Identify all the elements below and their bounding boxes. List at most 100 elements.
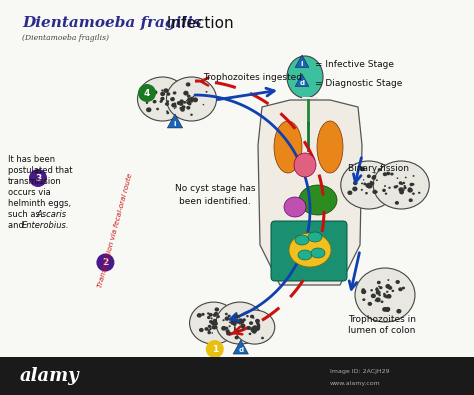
Ellipse shape [160, 99, 163, 102]
Text: Binary fission: Binary fission [348, 164, 409, 173]
Ellipse shape [397, 177, 398, 179]
Ellipse shape [213, 322, 218, 325]
Ellipse shape [190, 302, 237, 344]
Ellipse shape [355, 268, 415, 322]
Ellipse shape [378, 294, 381, 296]
Ellipse shape [377, 281, 381, 284]
Ellipse shape [242, 328, 244, 330]
Ellipse shape [385, 308, 390, 312]
Ellipse shape [401, 183, 403, 185]
Ellipse shape [362, 290, 365, 294]
Ellipse shape [225, 316, 229, 321]
Ellipse shape [242, 318, 246, 322]
Ellipse shape [183, 101, 186, 104]
Ellipse shape [317, 121, 343, 173]
Ellipse shape [383, 295, 387, 297]
Ellipse shape [187, 94, 191, 98]
Ellipse shape [222, 319, 225, 321]
Ellipse shape [353, 181, 357, 185]
Ellipse shape [208, 329, 210, 331]
Text: and: and [8, 221, 27, 230]
Ellipse shape [226, 329, 230, 333]
Ellipse shape [367, 184, 371, 187]
Text: It has been: It has been [8, 155, 55, 164]
Ellipse shape [175, 106, 177, 108]
Ellipse shape [402, 287, 405, 290]
Ellipse shape [229, 322, 230, 323]
Circle shape [96, 254, 114, 271]
Ellipse shape [238, 318, 243, 322]
Ellipse shape [399, 190, 404, 194]
Ellipse shape [246, 326, 251, 330]
Ellipse shape [374, 300, 376, 301]
Ellipse shape [238, 320, 243, 324]
Ellipse shape [250, 315, 254, 318]
Ellipse shape [226, 332, 230, 335]
Ellipse shape [197, 313, 202, 318]
Ellipse shape [148, 96, 152, 100]
Ellipse shape [159, 100, 163, 103]
Ellipse shape [382, 307, 387, 312]
Ellipse shape [209, 328, 212, 330]
Text: occurs via: occurs via [8, 188, 51, 197]
Ellipse shape [384, 185, 386, 187]
Ellipse shape [240, 324, 246, 328]
Ellipse shape [234, 327, 236, 329]
Polygon shape [233, 340, 248, 354]
Text: such as: such as [8, 210, 43, 219]
Ellipse shape [253, 325, 257, 329]
Ellipse shape [212, 321, 216, 324]
Ellipse shape [253, 317, 255, 319]
Ellipse shape [173, 91, 176, 94]
Ellipse shape [261, 337, 264, 339]
Ellipse shape [386, 294, 392, 299]
Ellipse shape [298, 250, 312, 260]
Ellipse shape [365, 192, 368, 194]
Ellipse shape [180, 100, 184, 103]
Ellipse shape [172, 97, 174, 99]
Text: = Infective Stage: = Infective Stage [315, 60, 394, 68]
Ellipse shape [367, 183, 371, 186]
Ellipse shape [383, 293, 386, 295]
Ellipse shape [403, 186, 407, 189]
Ellipse shape [412, 175, 415, 177]
Ellipse shape [188, 102, 191, 105]
Ellipse shape [372, 175, 376, 179]
Ellipse shape [390, 173, 393, 176]
Ellipse shape [234, 314, 238, 318]
Ellipse shape [239, 322, 241, 325]
Ellipse shape [161, 89, 164, 92]
Ellipse shape [182, 105, 185, 109]
Ellipse shape [235, 315, 238, 318]
Ellipse shape [249, 321, 253, 325]
Ellipse shape [385, 307, 390, 311]
Ellipse shape [367, 175, 371, 178]
Ellipse shape [412, 183, 415, 186]
Ellipse shape [385, 192, 387, 195]
Text: d: d [300, 80, 305, 86]
Ellipse shape [375, 288, 379, 291]
Text: i: i [174, 121, 176, 127]
Text: i: i [301, 61, 303, 67]
Ellipse shape [213, 319, 217, 323]
Ellipse shape [299, 185, 337, 215]
Ellipse shape [308, 232, 322, 242]
Ellipse shape [228, 325, 231, 327]
Ellipse shape [370, 289, 373, 292]
Ellipse shape [387, 279, 389, 281]
Text: postulated that: postulated that [8, 166, 73, 175]
Ellipse shape [189, 103, 191, 105]
Text: Infection: Infection [162, 16, 234, 31]
Ellipse shape [368, 182, 373, 186]
Ellipse shape [386, 291, 388, 293]
Ellipse shape [228, 332, 231, 335]
Ellipse shape [367, 184, 373, 188]
Text: Enterobius.: Enterobius. [22, 221, 70, 230]
Ellipse shape [137, 77, 188, 121]
Ellipse shape [192, 96, 194, 97]
Ellipse shape [372, 190, 377, 194]
Ellipse shape [166, 77, 217, 121]
Ellipse shape [206, 91, 208, 93]
Ellipse shape [188, 100, 192, 104]
Ellipse shape [188, 98, 192, 102]
